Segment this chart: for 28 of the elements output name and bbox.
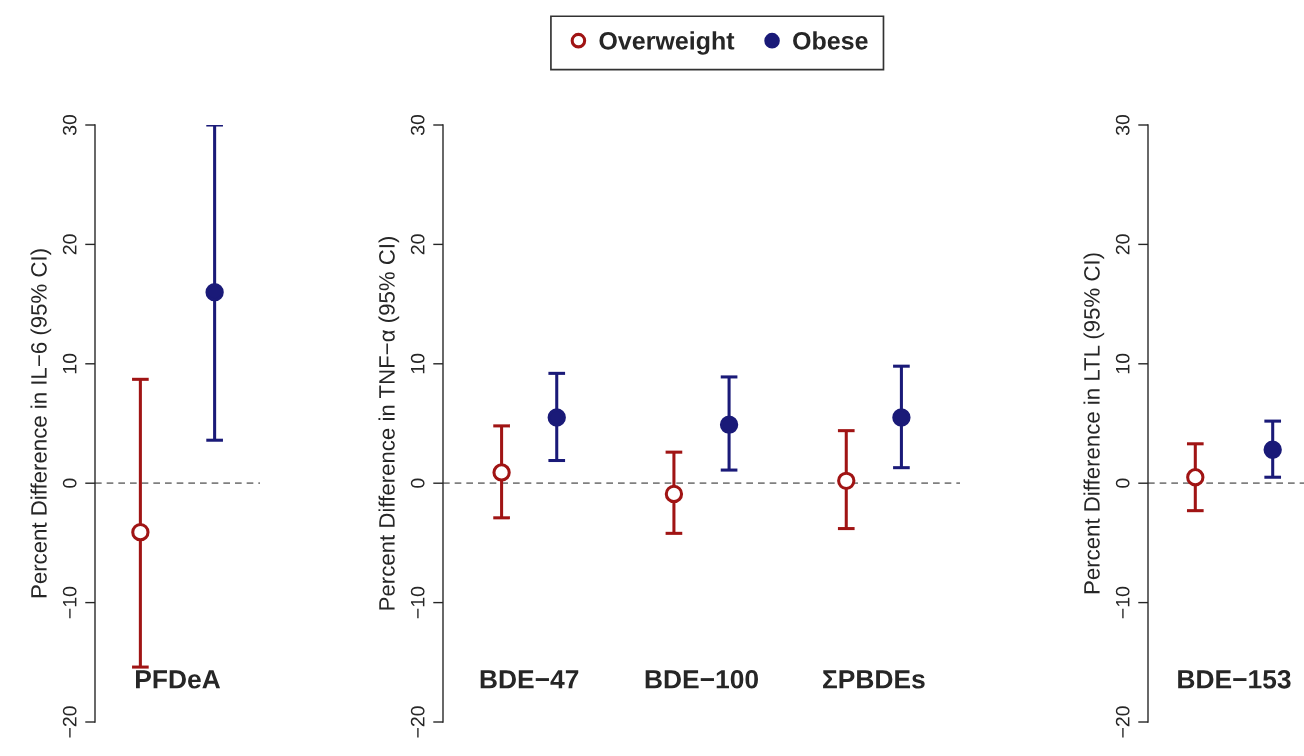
y-tick-label: 30 xyxy=(1115,114,1130,136)
y-tick-label: −10 xyxy=(410,586,425,619)
y-axis-title: Percent Difference in LTL (95% CI) xyxy=(1083,253,1105,594)
x-tick-label: BDE−47 xyxy=(480,670,579,689)
y-tick-label: −20 xyxy=(410,706,425,738)
x-tick-label: ΣPBDEs xyxy=(823,670,925,689)
x-tick-label: BDE−100 xyxy=(645,669,758,689)
y-tick-label: 20 xyxy=(1115,234,1130,255)
y-axis-title: Percent Difference in IL−6 (95% CI) xyxy=(30,249,52,598)
x-tick-label: BDE−153 xyxy=(1178,669,1291,689)
y-tick-label: 0 xyxy=(62,478,77,488)
y-tick-label: 20 xyxy=(410,234,425,255)
legend-label: Overweight xyxy=(599,31,735,55)
y-tick-label: 0 xyxy=(1115,478,1130,488)
y-tick-label: −20 xyxy=(62,706,77,738)
y-tick-label: 10 xyxy=(1115,353,1130,374)
y-tick-label: −10 xyxy=(1115,586,1130,619)
legend-label: Obese xyxy=(793,31,868,50)
y-tick-label: 10 xyxy=(62,353,77,374)
y-tick-label: 0 xyxy=(410,478,425,488)
y-tick-label: −20 xyxy=(1115,706,1130,738)
y-tick-label: −10 xyxy=(62,586,77,619)
x-tick-label: PFDeA xyxy=(136,670,221,689)
y-tick-label: 30 xyxy=(410,114,425,136)
y-tick-label: 10 xyxy=(410,353,425,374)
y-tick-label: 20 xyxy=(62,234,77,255)
y-tick-label: 30 xyxy=(62,114,77,136)
y-axis-title: Percent Difference in TNF−α (95% CI) xyxy=(378,236,400,610)
